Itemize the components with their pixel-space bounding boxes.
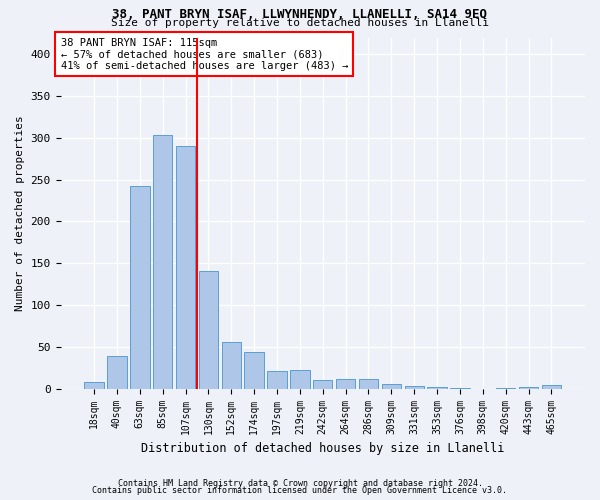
Bar [244, 352, 264, 389]
Text: Contains HM Land Registry data © Crown copyright and database right 2024.: Contains HM Land Registry data © Crown c… [118, 478, 482, 488]
Bar [313, 380, 332, 388]
Bar [199, 271, 218, 388]
Bar [176, 146, 195, 388]
Text: 38, PANT BRYN ISAF, LLWYNHENDY, LLANELLI, SA14 9EQ: 38, PANT BRYN ISAF, LLWYNHENDY, LLANELLI… [113, 8, 487, 20]
Bar [427, 387, 447, 388]
Bar [153, 136, 172, 388]
Bar [85, 382, 104, 388]
Bar [221, 342, 241, 388]
X-axis label: Distribution of detached houses by size in Llanelli: Distribution of detached houses by size … [141, 442, 505, 455]
Text: Size of property relative to detached houses in Llanelli: Size of property relative to detached ho… [111, 18, 489, 28]
Bar [404, 386, 424, 388]
Text: Contains public sector information licensed under the Open Government Licence v3: Contains public sector information licen… [92, 486, 508, 495]
Bar [107, 356, 127, 388]
Bar [542, 386, 561, 388]
Bar [382, 384, 401, 388]
Y-axis label: Number of detached properties: Number of detached properties [15, 115, 25, 311]
Bar [268, 371, 287, 388]
Bar [519, 387, 538, 388]
Text: 38 PANT BRYN ISAF: 115sqm
← 57% of detached houses are smaller (683)
41% of semi: 38 PANT BRYN ISAF: 115sqm ← 57% of detac… [61, 38, 348, 70]
Bar [359, 380, 378, 388]
Bar [336, 380, 355, 388]
Bar [290, 370, 310, 388]
Bar [130, 186, 149, 388]
